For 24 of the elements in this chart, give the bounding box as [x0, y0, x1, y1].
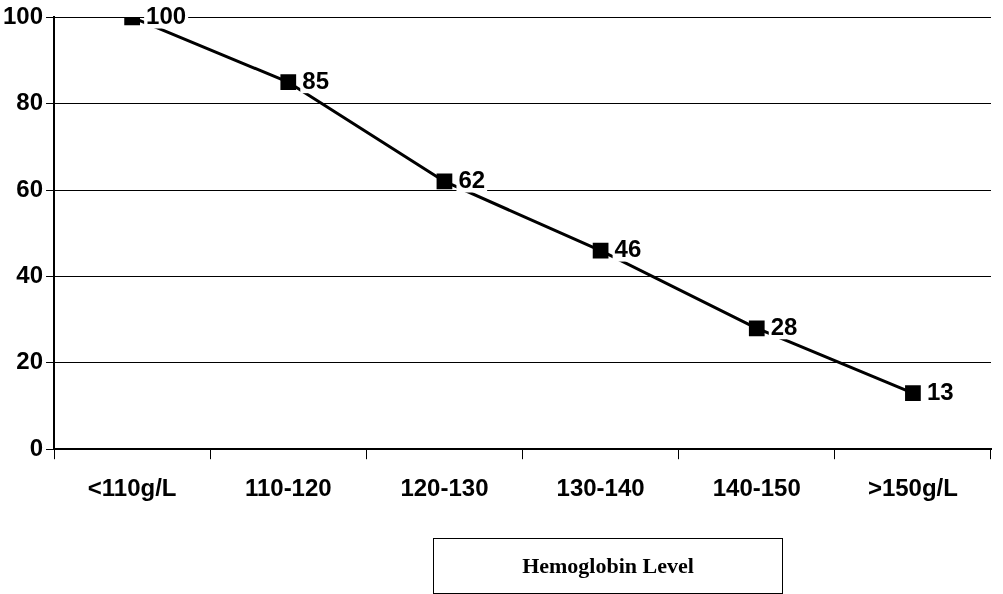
x-axis-title: Hemoglobin Level [433, 538, 783, 594]
x-tick-label: 140-150 [712, 474, 801, 502]
y-tick-label: 60 [16, 174, 44, 202]
point [436, 173, 453, 190]
data-label: 100 [146, 2, 187, 30]
point [592, 242, 609, 259]
y-tick-label: 20 [16, 347, 44, 375]
point [280, 74, 297, 91]
x-tick-label: >150g/L [867, 474, 958, 502]
point [748, 320, 765, 337]
x-tick-label: 120-130 [400, 474, 489, 502]
x-tick-label: 110-120 [244, 474, 332, 502]
data-label: 62 [458, 166, 486, 194]
data-label: 46 [614, 235, 642, 263]
y-tick-label: 100 [3, 2, 44, 30]
y-tick-label: 80 [16, 88, 44, 116]
y-tick-label: 40 [16, 261, 44, 289]
data-label: 85 [302, 66, 329, 94]
point [905, 385, 921, 401]
x-tick-label: 130-140 [556, 474, 645, 502]
data-label: 28 [770, 312, 798, 340]
x-tick-label: <110g/L [87, 474, 177, 502]
y-tick-label: 0 [29, 433, 44, 461]
data-label: 13 [926, 377, 954, 405]
